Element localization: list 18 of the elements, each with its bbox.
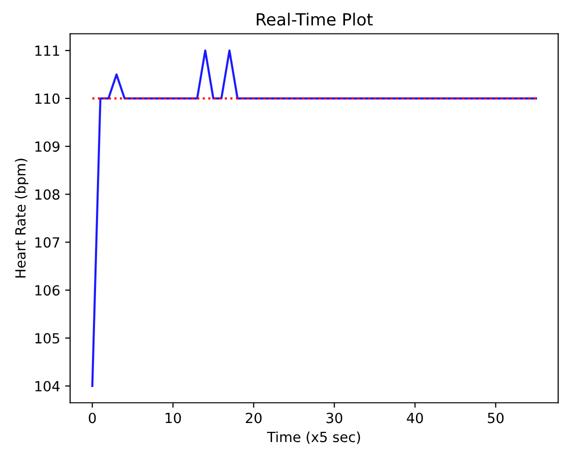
y-axis-title: Heart Rate (bpm): [14, 158, 28, 278]
y-tick-label: 108: [35, 189, 60, 200]
x-tick-label: 10: [166, 412, 181, 424]
y-tick-label: 109: [35, 141, 60, 152]
y-tick-label: 107: [35, 237, 60, 248]
y-tick-label: 106: [35, 285, 60, 296]
x-tick-label: 20: [246, 412, 262, 424]
x-tick-label: 40: [406, 412, 423, 424]
y-tick-label: 104: [35, 380, 60, 392]
x-tick-label: 30: [326, 412, 342, 424]
line-series: [91, 49, 538, 388]
y-tick-label: 111: [35, 46, 60, 56]
y-tick-label: 110: [35, 93, 60, 104]
x-tick-label: 0: [88, 412, 96, 424]
x-axis-title: Time (x5 sec): [267, 431, 360, 444]
chart-title: Real-Time Plot: [256, 12, 373, 26]
x-tick-label: 50: [488, 412, 504, 424]
y-tick-label: 105: [35, 333, 60, 344]
